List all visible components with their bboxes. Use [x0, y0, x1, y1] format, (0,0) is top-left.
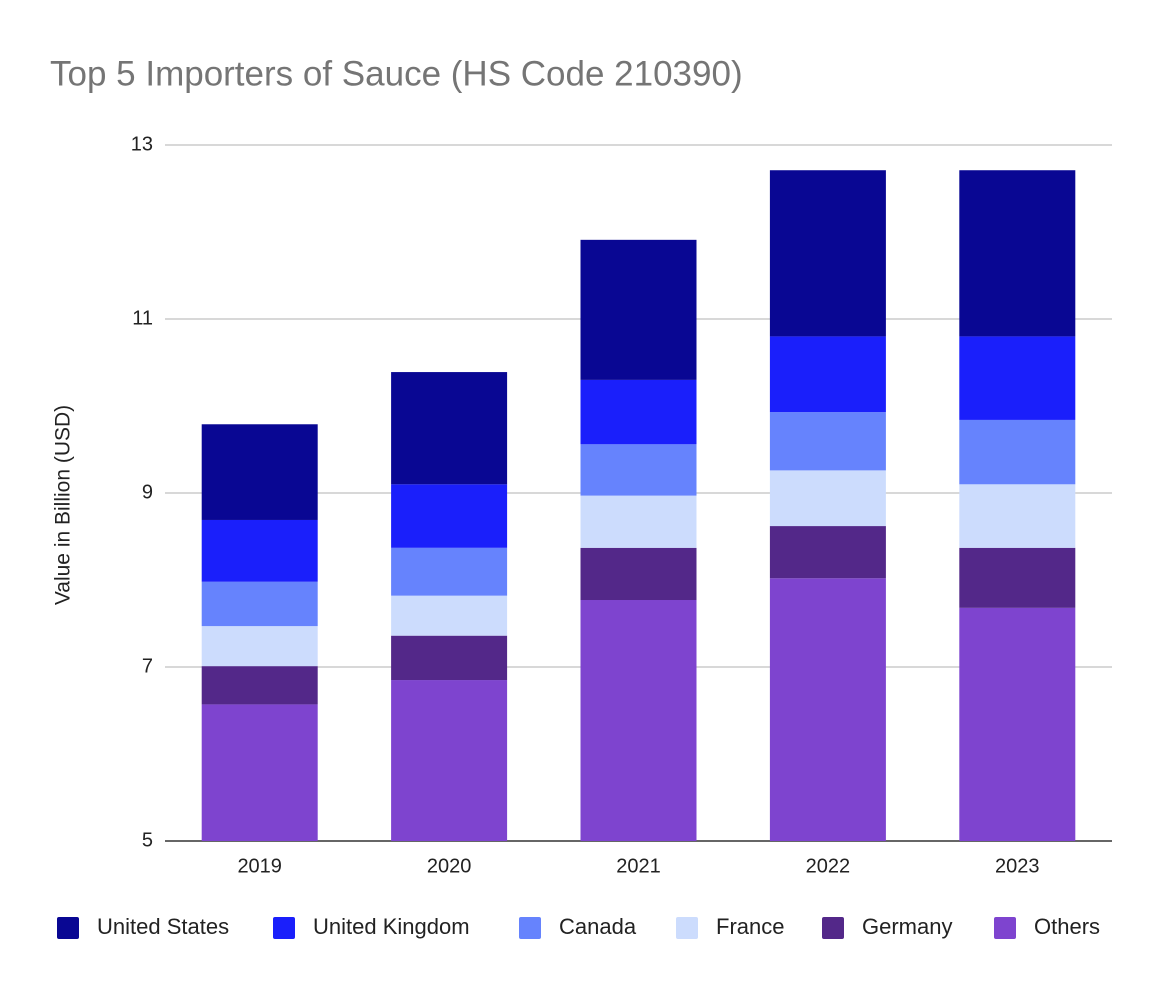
bar-segment — [201, 666, 318, 705]
bar-segment — [391, 595, 508, 636]
bar-segment — [959, 547, 1076, 608]
y-tick-label: 5 — [142, 829, 153, 851]
bar-segment — [580, 600, 697, 841]
legend-label: Germany — [862, 914, 952, 939]
legend-swatch — [273, 917, 295, 939]
legend-swatch — [994, 917, 1016, 939]
bar-segment — [959, 170, 1076, 337]
bar-segment — [769, 170, 886, 337]
bar-segment — [959, 336, 1076, 420]
bar-segment — [959, 484, 1076, 548]
x-tick-label: 2019 — [237, 855, 282, 877]
bar-segment — [201, 581, 318, 627]
x-tick-label: 2023 — [995, 855, 1040, 877]
bar-segment — [580, 547, 697, 601]
bar-segment — [201, 519, 318, 582]
chart-title: Top 5 Importers of Sauce (HS Code 210390… — [50, 54, 743, 93]
x-tick-label: 2022 — [806, 855, 851, 877]
legend-label: Canada — [559, 914, 637, 939]
bar-segment — [580, 495, 697, 548]
legend-label: France — [716, 914, 784, 939]
legend-swatch — [822, 917, 844, 939]
bar-segment — [391, 547, 508, 596]
y-tick-label: 9 — [142, 481, 153, 503]
bar-segment — [201, 424, 318, 520]
y-tick-label: 13 — [131, 133, 153, 155]
bar-segment — [391, 635, 508, 681]
bar-segment — [201, 704, 318, 841]
bar-segment — [959, 419, 1076, 485]
y-tick-label: 7 — [142, 655, 153, 677]
legend-swatch — [519, 917, 541, 939]
legend-swatch — [676, 917, 698, 939]
legend-label: United States — [97, 914, 229, 939]
legend-swatch — [57, 917, 79, 939]
bar-segment — [391, 372, 508, 485]
bar-segment — [769, 526, 886, 579]
bar-segment — [769, 470, 886, 527]
x-tick-label: 2020 — [427, 855, 472, 877]
bar-segment — [391, 484, 508, 548]
bar-segment — [959, 607, 1076, 841]
bar-segment — [769, 578, 886, 841]
legend-label: United Kingdom — [313, 914, 470, 939]
bar-segment — [580, 444, 697, 496]
bar-segment — [580, 379, 697, 445]
bar-segment — [580, 239, 697, 380]
x-tick-label: 2021 — [616, 855, 661, 877]
y-axis-label: Value in Billion (USD) — [52, 405, 75, 605]
bar-segment — [201, 626, 318, 667]
y-tick-label: 11 — [132, 307, 153, 329]
bar-segment — [769, 412, 886, 471]
bar-segment — [769, 336, 886, 413]
legend-label: Others — [1034, 914, 1100, 939]
bar-segment — [391, 680, 508, 841]
